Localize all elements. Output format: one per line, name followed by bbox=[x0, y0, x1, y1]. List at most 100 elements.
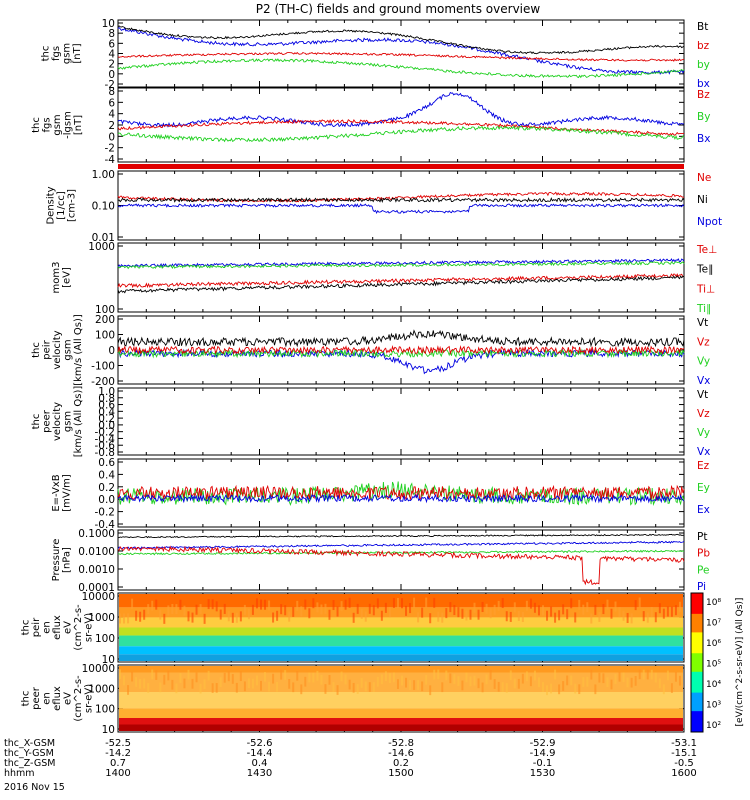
y-tick-label: -0.4 bbox=[95, 519, 116, 531]
colorbar-segment bbox=[691, 655, 703, 659]
y-tick-label: 100 bbox=[95, 304, 115, 316]
spectrogram-texture bbox=[614, 601, 617, 612]
panel-ylabel: thc peir en eflux eV (cm^2-s-sr-eV) bbox=[21, 604, 95, 651]
series-Ne bbox=[117, 191, 685, 203]
spectrogram-texture bbox=[622, 610, 625, 621]
spectrogram-texture bbox=[630, 613, 633, 624]
ylabel-line: [1/cc] bbox=[56, 191, 67, 220]
y-tick-label: 6 bbox=[108, 38, 115, 50]
ylabel-line: [eV] bbox=[61, 267, 72, 288]
spectrogram-texture bbox=[546, 610, 549, 621]
colorbar-segment bbox=[691, 623, 703, 626]
colorbar-segment bbox=[691, 697, 703, 701]
series-Pe bbox=[117, 549, 685, 556]
spectrogram-texture bbox=[207, 670, 210, 681]
spectrogram-texture bbox=[243, 681, 246, 692]
spectrogram-texture bbox=[231, 612, 234, 623]
colorbar-segment bbox=[691, 687, 703, 691]
legend-Pi: Pi bbox=[697, 581, 706, 593]
ylabel-line: [nT] bbox=[72, 43, 83, 63]
panel-frame-top bbox=[117, 592, 685, 663]
colorbar-tick-label: 10⁵ bbox=[706, 660, 721, 670]
legend-Vt: Vt bbox=[697, 317, 708, 329]
ylabel-line: thc bbox=[31, 414, 42, 430]
spectrogram-texture bbox=[127, 685, 130, 695]
spectrogram-texture bbox=[324, 684, 327, 694]
spectrogram-texture bbox=[328, 674, 331, 685]
spectrogram-texture bbox=[312, 598, 315, 609]
colorbar-segment bbox=[691, 662, 703, 666]
ylabel-line: thc bbox=[21, 691, 32, 707]
spectrogram-texture bbox=[288, 611, 291, 622]
legend-Bz: Bz bbox=[697, 89, 710, 101]
x-axis-labels: thc_X-GSM -52.5 -52.6 -52.8 -52.9 -53.1 thc_Y-… bbox=[4, 738, 697, 793]
spectrogram-texture bbox=[332, 599, 335, 611]
legend-Te∥: Te∥ bbox=[696, 264, 713, 276]
y-tick-label: 10 bbox=[102, 724, 115, 736]
y-tick-label: 4 bbox=[108, 109, 115, 121]
spectrogram-texture bbox=[405, 677, 408, 688]
spectrogram-texture bbox=[175, 604, 178, 615]
spectrogram-texture bbox=[260, 680, 262, 691]
spectrogram-texture bbox=[183, 605, 186, 616]
spectrogram-texture bbox=[465, 610, 468, 621]
x-tick-value: -14.2 bbox=[105, 748, 131, 759]
panel-density: 1.00 0.10 0.01 Density [1/cc] [cm-3] Ne Ni Npot bbox=[46, 169, 723, 244]
spectrogram-texture bbox=[650, 669, 653, 680]
spectrogram-texture bbox=[642, 611, 645, 622]
series-Ez bbox=[117, 484, 685, 502]
spectrogram-texture bbox=[413, 680, 416, 690]
spectrogram-texture bbox=[159, 609, 162, 620]
ylabel-line: thc bbox=[31, 117, 42, 133]
spectrogram-texture bbox=[594, 604, 597, 615]
x-tick-value: -14.6 bbox=[388, 748, 414, 759]
spectrogram-texture bbox=[131, 671, 134, 682]
y-tick-label: -0.4 bbox=[95, 433, 116, 445]
ylabel-line: peir bbox=[31, 617, 42, 637]
x-tick-value: -0.5 bbox=[674, 758, 694, 769]
series-Pb bbox=[118, 545, 685, 586]
spectrogram-texture bbox=[469, 609, 472, 620]
x-row-label: thc_Z-GSM bbox=[4, 758, 55, 769]
colorbar-segment bbox=[691, 664, 703, 668]
ylabel-line: [mV/m] bbox=[61, 474, 72, 512]
spectrogram-texture bbox=[264, 599, 267, 610]
spectrogram-texture bbox=[203, 679, 206, 689]
spectrogram-texture bbox=[610, 679, 613, 690]
spectrogram-band bbox=[119, 666, 683, 673]
panel-ylabel: mom3 [eV] bbox=[51, 262, 73, 294]
y-tick-label: 0.4 bbox=[98, 469, 115, 481]
y-tick-label: 200 bbox=[95, 314, 115, 326]
spectrogram-texture bbox=[143, 678, 146, 689]
spectrogram-texture bbox=[300, 606, 303, 617]
ylabel-line: eV bbox=[63, 621, 74, 634]
y-tick-label: 10 bbox=[102, 18, 115, 30]
spectrogram-texture bbox=[678, 601, 681, 612]
spectrogram-texture bbox=[356, 684, 359, 694]
spectrogram-texture bbox=[646, 612, 649, 623]
spectrogram-texture bbox=[155, 670, 158, 680]
spectrogram-texture bbox=[529, 598, 532, 609]
colorbar-segment bbox=[691, 613, 703, 617]
series-Bz bbox=[117, 118, 684, 136]
spectrogram-texture bbox=[594, 684, 597, 695]
colorbar-segment bbox=[691, 718, 703, 721]
spectrogram-texture bbox=[546, 685, 549, 696]
spectrogram-texture bbox=[155, 599, 158, 610]
spectrogram-texture bbox=[654, 612, 657, 623]
y-tick-label: 10000 bbox=[82, 591, 115, 603]
legend-Vz: Vz bbox=[697, 408, 710, 420]
spectrogram-texture bbox=[634, 600, 637, 611]
colorbar-segment bbox=[691, 681, 703, 684]
spectrogram-texture bbox=[247, 609, 250, 620]
spectrogram-texture bbox=[268, 681, 271, 692]
spectrogram-texture bbox=[223, 603, 226, 614]
series-Vy bbox=[117, 348, 685, 359]
y-tick-label: -2 bbox=[105, 143, 115, 155]
ylabel-line: peer bbox=[31, 686, 42, 710]
colorbar-frame bbox=[690, 592, 704, 733]
spectrogram-texture bbox=[324, 603, 327, 614]
spectrogram-texture bbox=[219, 677, 222, 688]
y-tick-label: 0.2 bbox=[98, 413, 115, 425]
